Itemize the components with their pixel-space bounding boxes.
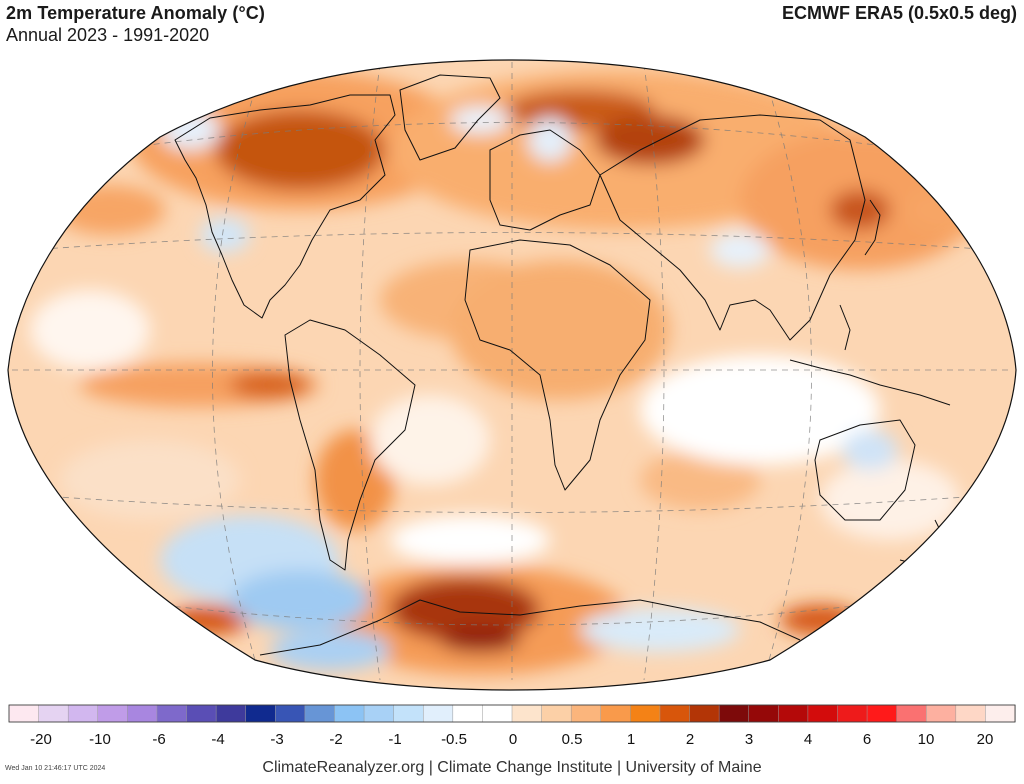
colorbar-swatch xyxy=(67,704,99,723)
data-source-label: ECMWF ERA5 (0.5x0.5 deg) xyxy=(781,3,1017,23)
colorbar-tick-label: -0.5 xyxy=(441,731,467,748)
colorbar-swatch xyxy=(541,704,572,723)
colorbar-swatches xyxy=(8,704,1016,723)
colorbar: -20 -10 -6 -4 -3 -2 -1 -0.5 0 0.5 1 2 3 4 6 10 20 xyxy=(8,704,1016,748)
colorbar-swatch xyxy=(511,704,543,723)
colorbar-swatch xyxy=(452,704,484,723)
colorbar-swatch xyxy=(8,704,40,723)
colorbar-swatch xyxy=(896,704,927,723)
colorbar-swatch xyxy=(866,704,898,723)
colorbar-labels: -20 -10 -6 -4 -3 -2 -1 -0.5 0 0.5 1 2 3 4 6 10 20 xyxy=(30,731,993,748)
colorbar-tick-label: 4 xyxy=(804,731,812,748)
colorbar-tick-label: -20 xyxy=(30,731,52,748)
colorbar-tick-label: 2 xyxy=(686,731,694,748)
footer-credit: ClimateReanalyzer.org | Climate Change I… xyxy=(262,759,762,776)
colorbar-swatch xyxy=(393,704,424,723)
anomaly-regions xyxy=(30,70,1015,675)
colorbar-tick-label: -6 xyxy=(152,731,165,748)
colorbar-swatch xyxy=(275,704,306,723)
colorbar-tick-label: -1 xyxy=(388,731,401,748)
anomaly-map xyxy=(7,59,1017,691)
globe-outline xyxy=(7,59,1017,691)
colorbar-swatch xyxy=(363,704,395,723)
colorbar-swatch xyxy=(127,704,158,723)
coastlines xyxy=(174,74,951,656)
colorbar-swatch xyxy=(748,704,779,723)
colorbar-swatch xyxy=(600,704,632,723)
colorbar-swatch xyxy=(156,704,188,723)
colorbar-tick-label: -10 xyxy=(89,731,111,748)
graticule xyxy=(12,62,1012,681)
colorbar-tick-label: 0.5 xyxy=(562,731,583,748)
colorbar-swatch xyxy=(215,704,247,723)
map-subtitle: Annual 2023 - 1991-2020 xyxy=(6,25,210,45)
colorbar-frame xyxy=(8,704,1016,723)
colorbar-swatch xyxy=(718,704,750,723)
colorbar-swatch xyxy=(186,704,217,723)
colorbar-swatch xyxy=(570,704,602,723)
colorbar-swatch xyxy=(985,704,1016,723)
colorbar-tick-label: 20 xyxy=(977,731,994,748)
colorbar-swatch xyxy=(630,704,661,723)
colorbar-tick-label: -3 xyxy=(270,731,283,748)
colorbar-swatch xyxy=(245,704,276,723)
colorbar-tick-label: 6 xyxy=(863,731,871,748)
colorbar-swatch xyxy=(807,704,839,723)
colorbar-swatch xyxy=(955,704,987,723)
colorbar-tick-label: -2 xyxy=(329,731,342,748)
colorbar-swatch xyxy=(334,704,365,723)
colorbar-tick-label: 1 xyxy=(627,731,635,748)
colorbar-tick-label: -4 xyxy=(211,731,224,748)
colorbar-tick-label: 0 xyxy=(509,731,517,748)
colorbar-swatch xyxy=(689,704,720,723)
render-timestamp: Wed Jan 10 21:46:17 UTC 2024 xyxy=(5,765,106,772)
colorbar-tick-label: 3 xyxy=(745,731,753,748)
colorbar-swatch xyxy=(659,704,691,723)
map-title: 2m Temperature Anomaly (°C) xyxy=(6,3,265,23)
colorbar-tick-label: 10 xyxy=(918,731,935,748)
colorbar-swatch xyxy=(97,704,129,723)
colorbar-swatch xyxy=(778,704,809,723)
map-field xyxy=(8,60,1016,690)
colorbar-swatch xyxy=(837,704,868,723)
colorbar-swatch xyxy=(925,704,957,723)
colorbar-swatch xyxy=(482,704,513,723)
colorbar-swatch xyxy=(304,704,336,723)
colorbar-swatch xyxy=(422,704,454,723)
colorbar-swatch xyxy=(38,704,69,723)
